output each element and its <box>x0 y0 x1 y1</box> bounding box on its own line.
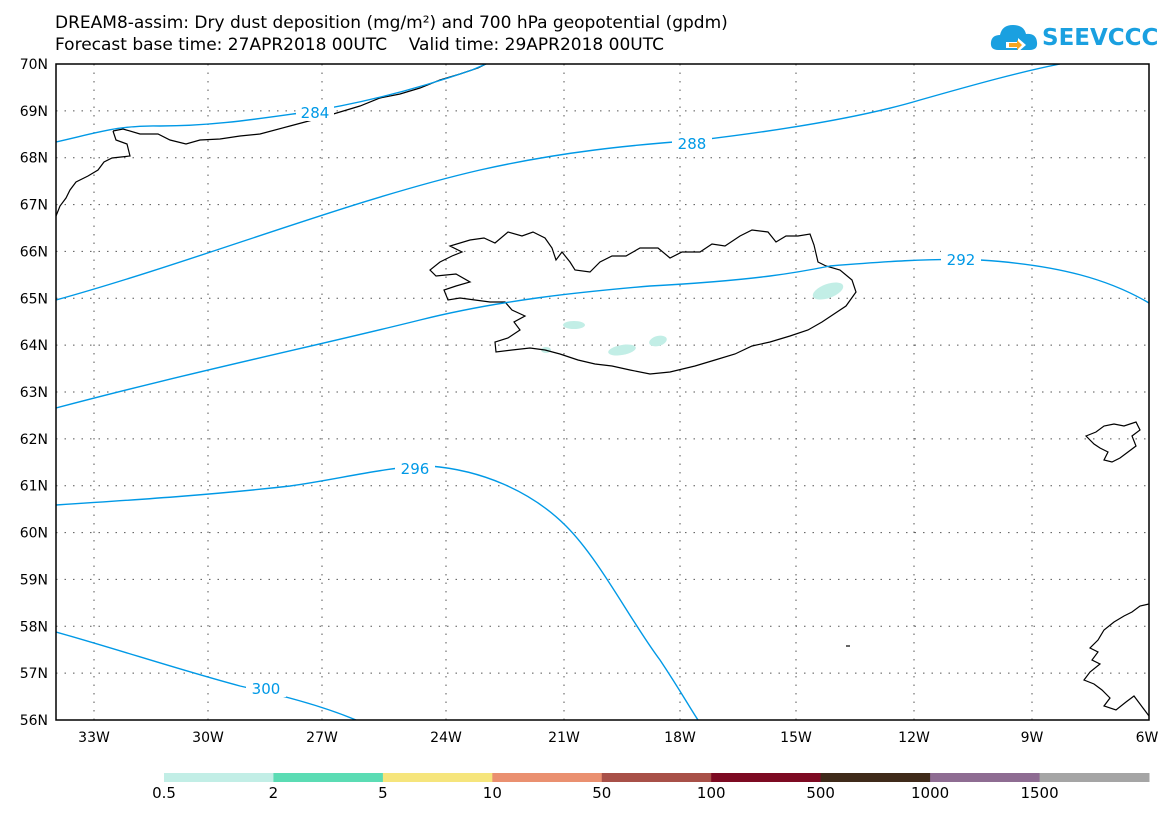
colorbar-swatch <box>930 773 1041 782</box>
latitude-label: 60N <box>20 526 48 542</box>
contour-288 <box>56 64 1061 301</box>
colorbar-label: 100 <box>696 784 726 802</box>
longitude-label: 33W <box>78 730 110 746</box>
latitude-label: 67N <box>20 198 48 214</box>
contour-label-296: 296 <box>401 460 430 478</box>
contour-label-300: 300 <box>252 680 281 698</box>
colorbar-swatch <box>711 773 822 782</box>
latitude-label: 70N <box>20 57 48 73</box>
longitude-label: 15W <box>780 730 812 746</box>
contour-label-288: 288 <box>678 135 707 153</box>
longitude-label: 21W <box>548 730 580 746</box>
colorbar-swatch <box>492 773 603 782</box>
iceland-coastline <box>429 229 857 375</box>
latitude-labels: 70N 69N 68N 67N 66N 65N 64N 63N 62N 61N 60N 59N 58N 5… <box>20 57 48 729</box>
graticule <box>56 64 1149 720</box>
dust-patch <box>608 344 636 356</box>
colorbar-swatch <box>273 773 384 782</box>
colorbar-swatch <box>382 773 493 782</box>
coastlines <box>56 64 1149 717</box>
latitude-label: 56N <box>20 713 48 729</box>
dust-patch <box>563 321 585 329</box>
contour-292 <box>56 258 1149 409</box>
colorbar-label: 0.5 <box>152 784 176 802</box>
seevccc-logo: SEEVCCC <box>988 18 1158 58</box>
latitude-label: 64N <box>20 338 48 354</box>
latitude-label: 61N <box>20 479 48 495</box>
latitude-label: 65N <box>20 291 48 307</box>
cloud-icon <box>990 25 1038 52</box>
scotland-coastline <box>1083 603 1149 717</box>
colorbar-label: 1500 <box>1020 784 1059 802</box>
contour-label-284: 284 <box>301 104 330 122</box>
longitude-label: 12W <box>898 730 930 746</box>
contour-label-292: 292 <box>947 251 976 269</box>
colorbar-label: 1000 <box>911 784 950 802</box>
latitude-label: 62N <box>20 432 48 448</box>
longitude-label: 27W <box>306 730 338 746</box>
colorbar-swatch <box>164 773 274 782</box>
colorbar-swatch <box>601 773 712 782</box>
colorbar <box>164 773 1150 782</box>
map-subtitle: Forecast base time: 27APR2018 00UTC Vali… <box>55 35 664 55</box>
colorbar-label: 5 <box>378 784 388 802</box>
colorbar-swatch <box>820 773 931 782</box>
contour-296 <box>56 465 699 720</box>
colorbar-label: 10 <box>482 784 502 802</box>
faroe-coastline <box>1084 421 1141 463</box>
latitude-label: 59N <box>20 572 48 588</box>
latitude-label: 66N <box>20 244 48 260</box>
longitude-label: 6W <box>1136 730 1159 746</box>
contour-284 <box>56 64 487 143</box>
longitude-labels: 33W 30W 27W 24W 21W 18W 15W 12W 9W 6W <box>78 730 1158 746</box>
longitude-label: 24W <box>430 730 462 746</box>
colorbar-label: 50 <box>592 784 612 802</box>
contour-300 <box>56 631 357 720</box>
dust-patch <box>812 282 844 300</box>
latitude-label: 69N <box>20 104 48 120</box>
dust-deposition-areas <box>541 282 844 356</box>
dust-patch <box>649 335 667 347</box>
contour-labels: 284 288 292 296 300 <box>246 103 981 698</box>
latitude-label: 68N <box>20 151 48 167</box>
geopotential-contours <box>56 64 1149 720</box>
latitude-label: 63N <box>20 385 48 401</box>
map-title: DREAM8-assim: Dry dust deposition (mg/m²… <box>55 13 728 33</box>
colorbar-swatch <box>1039 773 1150 782</box>
longitude-label: 9W <box>1021 730 1044 746</box>
longitude-label: 18W <box>664 730 696 746</box>
map-frame <box>55 63 1150 721</box>
latitude-label: 57N <box>20 666 48 682</box>
longitude-label: 30W <box>192 730 224 746</box>
colorbar-label: 2 <box>268 784 279 802</box>
logo-text: SEEVCCC <box>1042 25 1159 51</box>
colorbar-label: 500 <box>806 784 835 802</box>
latitude-label: 58N <box>20 619 48 635</box>
